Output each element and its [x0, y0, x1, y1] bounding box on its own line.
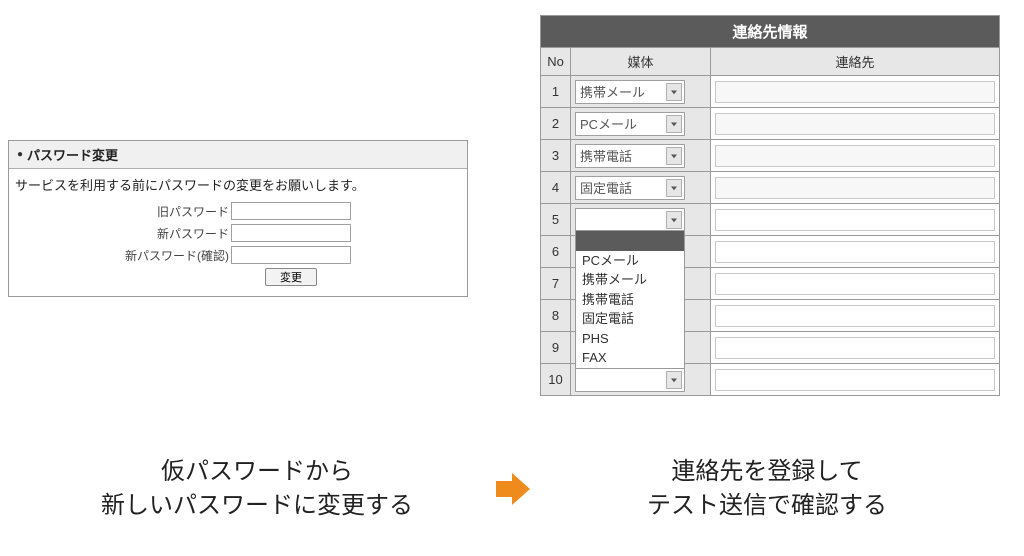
confirm-password-label: 新パスワード(確認) [125, 244, 231, 266]
media-dropdown-option[interactable] [576, 231, 684, 251]
row-no: 9 [541, 332, 571, 364]
chevron-down-icon [666, 371, 682, 389]
row-dest-cell [711, 108, 1000, 140]
media-dropdown-option[interactable]: PCメール [576, 251, 684, 271]
row-media-cell: 固定電話 [571, 172, 711, 204]
chevron-down-icon [666, 179, 682, 197]
caption-right: 連絡先を登録して テスト送信で確認する [552, 455, 982, 522]
col-dest: 連絡先 [711, 48, 1000, 76]
col-media: 媒体 [571, 48, 711, 76]
dest-input[interactable] [715, 145, 995, 167]
caption-left: 仮パスワードから 新しいパスワードに変更する [42, 455, 472, 522]
password-panel-body: サービスを利用する前にパスワードの変更をお願いします。 旧パスワード 新パスワー… [9, 169, 467, 296]
col-no: No [541, 48, 571, 76]
row-dest-cell [711, 300, 1000, 332]
contact-table: 連絡先情報 No 媒体 連絡先 1 携帯メール 2 PCメール 3 携帯電話 4 固定電話 5 … [540, 15, 1000, 396]
table-row: 1 携帯メール [541, 76, 1000, 108]
row-media-cell: 携帯電話 [571, 140, 711, 172]
dest-input[interactable] [715, 241, 995, 263]
media-dropdown[interactable]: PCメール携帯メール携帯電話固定電話PHSFAX [575, 230, 685, 369]
media-select-value: 携帯電話 [580, 146, 666, 165]
row-dest-cell [711, 76, 1000, 108]
row-media-cell: PCメール [571, 108, 711, 140]
contact-info-panel: 連絡先情報 No 媒体 連絡先 1 携帯メール 2 PCメール 3 携帯電話 4 固定電話 5 … [540, 15, 1000, 396]
password-panel-message: サービスを利用する前にパスワードの変更をお願いします。 [9, 171, 467, 200]
caption-left-line1: 仮パスワードから [161, 458, 353, 485]
media-select-value: 固定電話 [580, 178, 666, 197]
dest-input[interactable] [715, 369, 995, 391]
row-dest-cell [711, 364, 1000, 396]
media-select[interactable]: 携帯メール [575, 80, 685, 104]
row-dest-cell [711, 236, 1000, 268]
table-row: 5 PCメール携帯メール携帯電話固定電話PHSFAX [541, 204, 1000, 236]
dest-input[interactable] [715, 305, 995, 327]
table-row: 3 携帯電話 [541, 140, 1000, 172]
media-select[interactable]: 携帯電話 [575, 144, 685, 168]
dest-input[interactable] [715, 177, 995, 199]
old-password-label: 旧パスワード [125, 200, 231, 222]
chevron-down-icon [666, 115, 682, 133]
table-row: 2 PCメール [541, 108, 1000, 140]
row-dest-cell [711, 332, 1000, 364]
row-no: 4 [541, 172, 571, 204]
row-no: 8 [541, 300, 571, 332]
change-password-button[interactable]: 変更 [265, 268, 317, 286]
row-dest-cell [711, 204, 1000, 236]
media-select-value: 携帯メール [580, 82, 666, 101]
dest-input[interactable] [715, 337, 995, 359]
dest-input[interactable] [715, 209, 995, 231]
new-password-label: 新パスワード [125, 222, 231, 244]
media-dropdown-option[interactable]: 携帯メール [576, 270, 684, 290]
media-select[interactable] [575, 208, 685, 232]
row-no: 10 [541, 364, 571, 396]
media-select[interactable]: 固定電話 [575, 176, 685, 200]
row-dest-cell [711, 172, 1000, 204]
row-dest-cell [711, 268, 1000, 300]
chevron-down-icon [666, 83, 682, 101]
row-media-cell: 携帯メール [571, 76, 711, 108]
media-dropdown-option[interactable]: PHS [576, 329, 684, 349]
media-dropdown-option[interactable]: 固定電話 [576, 309, 684, 329]
confirm-password-input[interactable] [231, 246, 351, 264]
caption-right-line1: 連絡先を登録して [671, 458, 862, 485]
password-change-panel: パスワード変更 サービスを利用する前にパスワードの変更をお願いします。 旧パスワ… [8, 140, 468, 297]
row-no: 2 [541, 108, 571, 140]
row-no: 6 [541, 236, 571, 268]
dest-input[interactable] [715, 273, 995, 295]
media-select[interactable] [575, 368, 685, 392]
row-media-cell: PCメール携帯メール携帯電話固定電話PHSFAX [571, 204, 711, 236]
row-no: 3 [541, 140, 571, 172]
contact-table-title: 連絡先情報 [541, 16, 1000, 48]
row-dest-cell [711, 140, 1000, 172]
dest-input[interactable] [715, 113, 995, 135]
row-no: 1 [541, 76, 571, 108]
caption-right-line2: テスト送信で確認する [647, 492, 887, 519]
media-dropdown-option[interactable]: 携帯電話 [576, 290, 684, 310]
caption-row: 仮パスワードから 新しいパスワードに変更する 連絡先を登録して テスト送信で確認… [0, 455, 1024, 522]
row-no: 7 [541, 268, 571, 300]
media-select[interactable]: PCメール [575, 112, 685, 136]
dest-input[interactable] [715, 81, 995, 103]
media-dropdown-option[interactable]: FAX [576, 348, 684, 368]
chevron-down-icon [666, 147, 682, 165]
table-row: 4 固定電話 [541, 172, 1000, 204]
arrow-right-icon [472, 469, 552, 509]
caption-left-line2: 新しいパスワードに変更する [101, 492, 413, 519]
old-password-input[interactable] [231, 202, 351, 220]
chevron-down-icon [666, 211, 682, 229]
password-panel-title: パスワード変更 [9, 141, 467, 169]
media-select-value: PCメール [580, 114, 666, 133]
password-form: 旧パスワード 新パスワード 新パスワード(確認) 変更 [125, 200, 351, 288]
row-no: 5 [541, 204, 571, 236]
new-password-input[interactable] [231, 224, 351, 242]
